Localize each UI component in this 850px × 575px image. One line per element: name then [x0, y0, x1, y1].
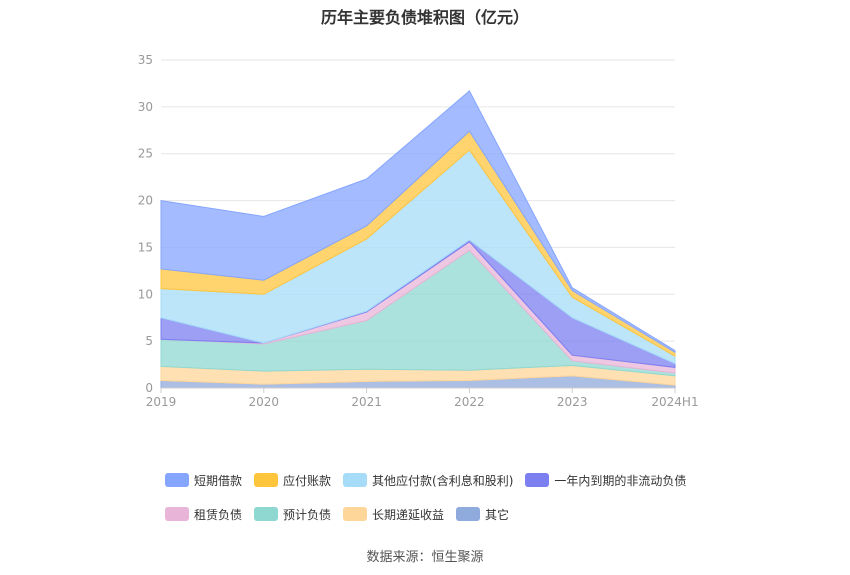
area-series — [160, 90, 676, 389]
y-tick-label: 30 — [138, 100, 153, 114]
legend-item[interactable]: 其他应付款(含利息和股利) — [343, 472, 513, 488]
legend-swatch — [456, 507, 481, 521]
legend-swatch — [165, 507, 189, 521]
legend-swatch — [165, 473, 189, 487]
legend-item[interactable]: 预计负债 — [254, 506, 331, 522]
legend-swatch — [254, 507, 279, 521]
legend-swatch — [254, 473, 279, 487]
legend-item[interactable]: 长期递延收益 — [343, 506, 444, 522]
y-tick-label: 35 — [138, 53, 153, 67]
legend-label: 一年内到期的非流动负债 — [554, 473, 687, 488]
y-tick-label: 0 — [145, 381, 153, 395]
legend-label: 应付账款 — [283, 473, 332, 488]
legend-item[interactable]: 短期借款 — [165, 472, 242, 488]
x-tick-label: 2022 — [454, 395, 485, 409]
data-source: 数据来源：恒生聚源 — [366, 550, 484, 565]
y-tick-label: 20 — [138, 194, 153, 208]
x-axis: 2019 2020 2021 2022 2023 2024H1 — [146, 387, 699, 409]
x-tick-label: 2021 — [351, 395, 382, 409]
legend-label: 长期递延收益 — [372, 507, 445, 522]
legend: 短期借款 应付账款 其他应付款(含利息和股利) 一年内到期的非流动负债租赁负债 预计负债… — [165, 472, 725, 522]
legend-item[interactable]: 租赁负债 — [165, 506, 242, 522]
legend-label: 预计负债 — [283, 507, 332, 522]
legend-label: 其他应付款(含利息和股利) — [372, 473, 514, 488]
x-tick-label: 2023 — [557, 395, 588, 409]
legend-item[interactable]: 应付账款 — [254, 472, 331, 488]
y-tick-label: 15 — [138, 240, 153, 254]
chart-title: 历年主要负债堆积图（亿元） — [320, 8, 529, 27]
legend-swatch — [343, 473, 368, 487]
legend-label: 租赁负债 — [194, 507, 243, 522]
legend-label: 其它 — [485, 507, 510, 522]
area-series-短期借款[interactable] — [160, 90, 676, 354]
legend-item[interactable]: 一年内到期的非流动负债 — [525, 472, 686, 488]
x-tick-label: 2024H1 — [651, 395, 698, 409]
y-tick-label: 25 — [138, 147, 153, 161]
x-tick-label: 2020 — [249, 395, 280, 409]
y-tick-label: 5 — [145, 334, 153, 348]
x-tick-label: 2019 — [146, 395, 177, 409]
legend-swatch — [525, 473, 550, 487]
legend-label: 短期借款 — [194, 473, 243, 488]
legend-swatch — [343, 507, 368, 521]
legend-item[interactable]: 其它 — [456, 506, 509, 522]
y-tick-label: 10 — [138, 287, 153, 301]
y-axis: 0 5 10 15 20 25 30 35 — [138, 53, 153, 395]
